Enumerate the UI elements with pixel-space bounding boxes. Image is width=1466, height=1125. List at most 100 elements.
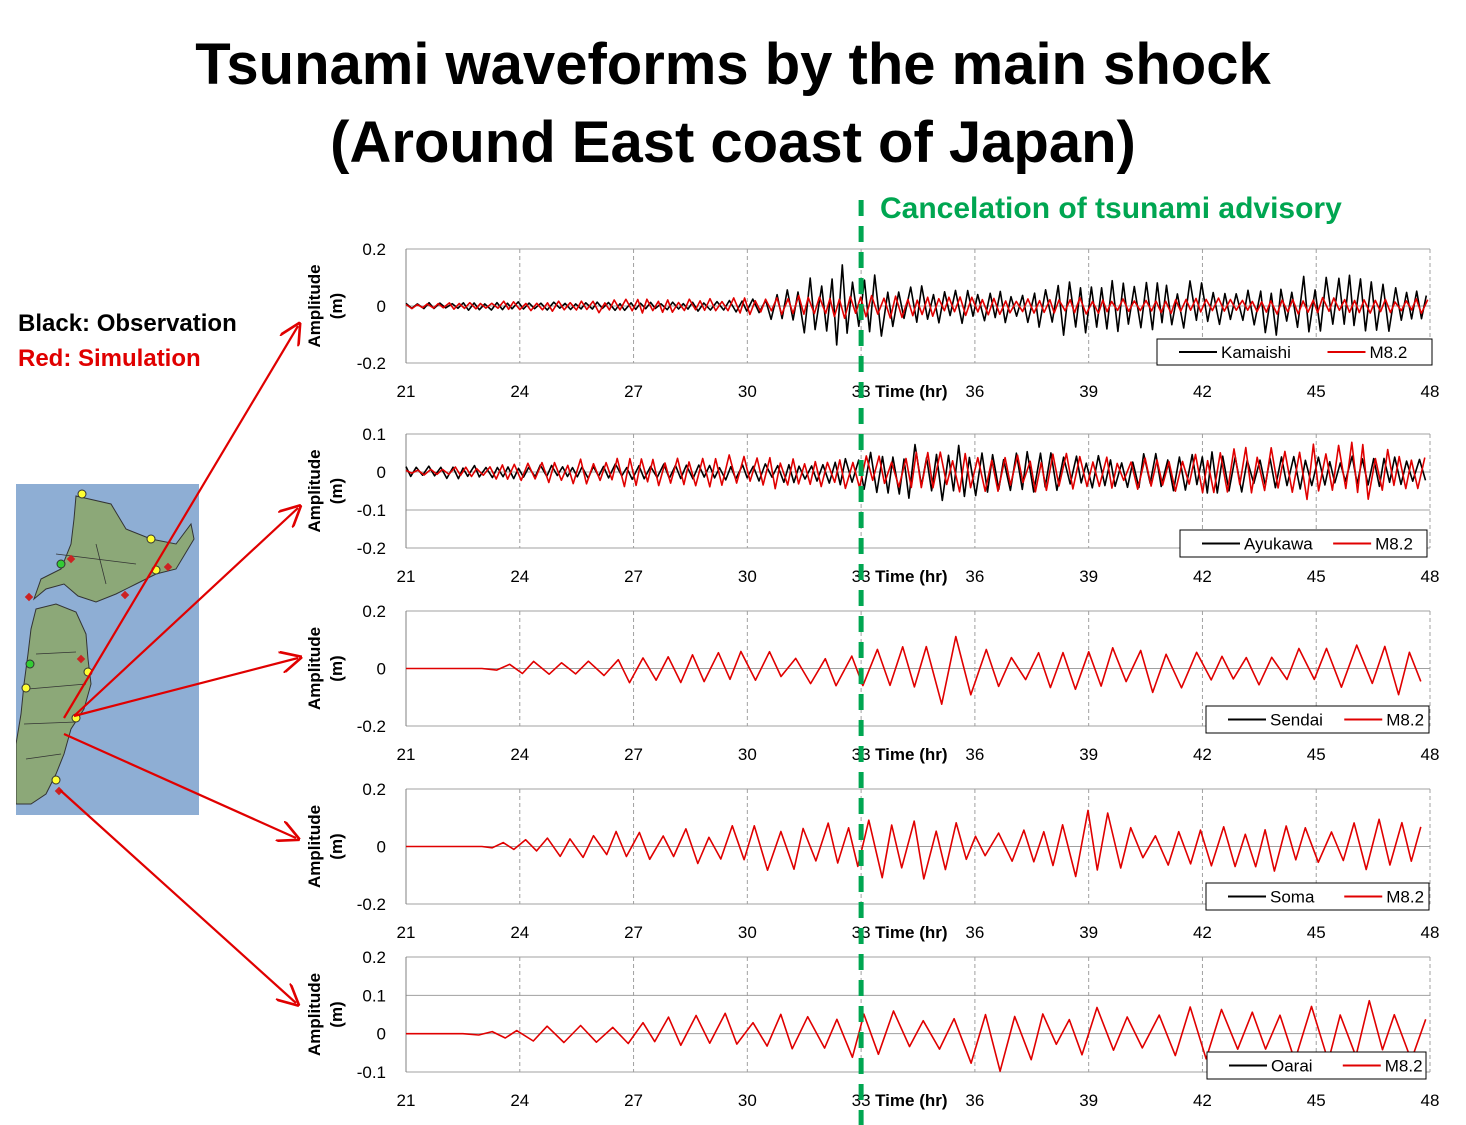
x-tick-label: 21 bbox=[397, 1091, 416, 1110]
series-line-kamaishi bbox=[405, 264, 1428, 346]
x-tick-label: 30 bbox=[738, 567, 757, 586]
y-axis-label-unit: (m) bbox=[327, 655, 346, 681]
y-tick-label: 0.2 bbox=[362, 948, 386, 967]
legend-label-station: Sendai bbox=[1270, 711, 1323, 730]
x-tick-label: 21 bbox=[397, 745, 416, 764]
x-tick-label: 45 bbox=[1307, 745, 1326, 764]
series-line-m82 bbox=[406, 999, 1427, 1072]
cancelation-label: Cancelation of tsunami advisory bbox=[880, 192, 1342, 225]
series-line-m82 bbox=[406, 635, 1422, 705]
legend-label-station: Kamaishi bbox=[1221, 343, 1291, 362]
x-tick-label: 45 bbox=[1307, 567, 1326, 586]
x-tick-label: 48 bbox=[1421, 382, 1440, 401]
series-line-m82 bbox=[405, 294, 1429, 320]
y-tick-label: 0 bbox=[377, 297, 386, 316]
x-tick-label: 39 bbox=[1079, 923, 1098, 942]
series-line-m82 bbox=[405, 441, 1426, 501]
x-tick-label: 24 bbox=[510, 1091, 529, 1110]
series-line-m82 bbox=[406, 809, 1422, 880]
x-tick-label: 42 bbox=[1193, 1091, 1212, 1110]
x-tick-label: 39 bbox=[1079, 567, 1098, 586]
y-tick-label: 0.2 bbox=[362, 240, 386, 259]
x-tick-label: 48 bbox=[1421, 567, 1440, 586]
x-tick-label: 48 bbox=[1421, 745, 1440, 764]
x-tick-label: 21 bbox=[397, 923, 416, 942]
y-axis-label-unit: (m) bbox=[327, 833, 346, 859]
x-axis-label: Time (hr) bbox=[875, 923, 947, 942]
y-tick-label: -0.1 bbox=[357, 501, 386, 520]
y-axis-label: Amplitude bbox=[305, 264, 324, 347]
y-axis-label: Amplitude bbox=[305, 627, 324, 710]
x-tick-label: 39 bbox=[1079, 382, 1098, 401]
x-tick-label: 36 bbox=[965, 923, 984, 942]
x-tick-label: 42 bbox=[1193, 382, 1212, 401]
y-axis-label-unit: (m) bbox=[327, 293, 346, 319]
legend-label-model: M8.2 bbox=[1370, 343, 1408, 362]
y-tick-label: 0 bbox=[377, 660, 386, 679]
chart-oarai: -0.1 0 0.1 0.2 21 24 27 30 33 36 39 42 45 48 Time (hr)… bbox=[305, 948, 1439, 1110]
y-tick-label: 0.2 bbox=[362, 602, 386, 621]
y-axis-label: Amplitude bbox=[305, 449, 324, 532]
x-tick-label: 24 bbox=[510, 567, 529, 586]
y-tick-label: 0 bbox=[377, 838, 386, 857]
x-tick-label: 33 bbox=[852, 1091, 871, 1110]
y-tick-label: 0.1 bbox=[362, 425, 386, 444]
x-tick-label: 30 bbox=[738, 382, 757, 401]
x-tick-label: 45 bbox=[1307, 923, 1326, 942]
y-tick-label: -0.1 bbox=[357, 1063, 386, 1082]
x-tick-label: 30 bbox=[738, 745, 757, 764]
y-tick-label: 0 bbox=[377, 463, 386, 482]
y-tick-label: -0.2 bbox=[357, 354, 386, 373]
hokkaido-shape bbox=[32, 495, 195, 603]
series-line-ayukawa bbox=[405, 443, 1427, 502]
y-tick-label: 0.2 bbox=[362, 780, 386, 799]
x-tick-label: 39 bbox=[1079, 745, 1098, 764]
x-tick-label: 24 bbox=[510, 382, 529, 401]
title-line-2: (Around East coast of Japan) bbox=[330, 110, 1136, 175]
y-axis-label: Amplitude bbox=[305, 805, 324, 888]
legend-label-model: M8.2 bbox=[1386, 888, 1424, 907]
x-tick-label: 27 bbox=[624, 745, 643, 764]
station-arrow bbox=[59, 789, 296, 1003]
x-tick-label: 48 bbox=[1421, 923, 1440, 942]
y-axis-label-unit: (m) bbox=[327, 1001, 346, 1027]
x-tick-label: 24 bbox=[510, 923, 529, 942]
x-tick-label: 21 bbox=[397, 382, 416, 401]
legend-label-model: M8.2 bbox=[1386, 711, 1424, 730]
y-axis-label-unit: (m) bbox=[327, 478, 346, 504]
x-tick-label: 21 bbox=[397, 567, 416, 586]
station-arrow bbox=[73, 658, 298, 718]
x-axis-label: Time (hr) bbox=[875, 567, 947, 586]
x-tick-label: 24 bbox=[510, 745, 529, 764]
x-tick-label: 36 bbox=[965, 745, 984, 764]
x-tick-label: 27 bbox=[624, 567, 643, 586]
color-legend-note: Black: Observation Red: Simulation bbox=[18, 306, 258, 376]
simulation-label: Red: Simulation bbox=[18, 345, 201, 372]
x-tick-label: 45 bbox=[1307, 1091, 1326, 1110]
legend-label-station: Soma bbox=[1270, 888, 1315, 907]
y-tick-label: -0.2 bbox=[357, 717, 386, 736]
y-tick-label: 0.1 bbox=[362, 986, 386, 1005]
x-tick-label: 27 bbox=[624, 382, 643, 401]
y-tick-label: -0.2 bbox=[357, 539, 386, 558]
station-arrow bbox=[63, 732, 296, 838]
x-tick-label: 45 bbox=[1307, 382, 1326, 401]
x-axis-label: Time (hr) bbox=[875, 382, 947, 401]
x-axis-label: Time (hr) bbox=[875, 745, 947, 764]
legend-label-station: Ayukawa bbox=[1244, 535, 1313, 554]
legend-label-model: M8.2 bbox=[1385, 1057, 1423, 1076]
x-tick-label: 42 bbox=[1193, 567, 1212, 586]
x-tick-label: 36 bbox=[965, 1091, 984, 1110]
y-tick-label: -0.2 bbox=[357, 895, 386, 914]
x-tick-label: 36 bbox=[965, 382, 984, 401]
legend-label-station: Oarai bbox=[1271, 1057, 1313, 1076]
x-tick-label: 30 bbox=[738, 1091, 757, 1110]
chart-ayukawa: -0.2-0.100.121242730333639424548Time (hr… bbox=[305, 425, 1439, 586]
japan-map bbox=[16, 484, 199, 815]
x-axis-label: Time (hr) bbox=[875, 1091, 947, 1110]
x-tick-label: 27 bbox=[624, 1091, 643, 1110]
